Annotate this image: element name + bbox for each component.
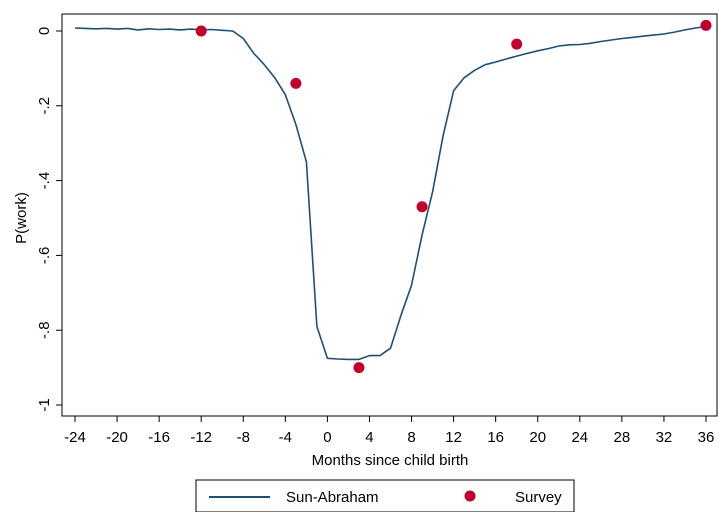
- y-tick-label: -.6: [36, 247, 53, 265]
- legend-dot-swatch: [464, 490, 476, 502]
- series-line-sun-abraham: [74, 25, 707, 361]
- x-tick-label: 36: [698, 429, 715, 446]
- survey-point: [511, 38, 523, 50]
- y-axis-title: P(work): [13, 192, 30, 244]
- plot-area: [61, 13, 718, 417]
- survey-point: [195, 25, 207, 37]
- x-tick-label: -8: [237, 429, 250, 446]
- x-axis-title: Months since child birth: [312, 452, 469, 469]
- x-tick-label: -4: [279, 429, 292, 446]
- y-tick-label: -1: [36, 398, 53, 411]
- plot-border: [61, 13, 718, 417]
- x-tick-label: 4: [365, 429, 373, 446]
- x-tick-label: 24: [571, 429, 588, 446]
- survey-point: [353, 362, 365, 374]
- y-tick-label: -.4: [36, 172, 53, 190]
- x-tick-label: -16: [148, 429, 170, 446]
- x-tick-label: 8: [407, 429, 415, 446]
- x-tick-label: -24: [64, 429, 86, 446]
- legend: Sun-Abraham Survey: [195, 479, 575, 512]
- legend-label-survey: Survey: [515, 489, 562, 506]
- legend-label-sun-abraham: Sun-Abraham: [286, 489, 379, 506]
- y-axis: 0 -.2 -.4 -.6 -.8 -1: [36, 27, 62, 412]
- y-tick-label: -.2: [36, 97, 53, 115]
- survey-point: [290, 77, 302, 89]
- survey-point: [700, 19, 712, 31]
- x-tick-label: 32: [656, 429, 673, 446]
- x-tick-label: 16: [487, 429, 504, 446]
- y-tick-label: -.8: [36, 321, 53, 339]
- x-axis: -24 -20 -16 -12 -8 -4 0 4 8 12 16 20 24 28 32 36: [64, 416, 714, 446]
- x-tick-label: 0: [323, 429, 331, 446]
- y-tick-label: 0: [36, 27, 53, 35]
- x-tick-label: -12: [190, 429, 212, 446]
- x-tick-label: 20: [529, 429, 546, 446]
- x-tick-label: -20: [106, 429, 128, 446]
- series-layer: [74, 19, 712, 374]
- x-tick-label: 28: [614, 429, 631, 446]
- x-tick-label: 12: [445, 429, 462, 446]
- survey-point: [416, 201, 428, 213]
